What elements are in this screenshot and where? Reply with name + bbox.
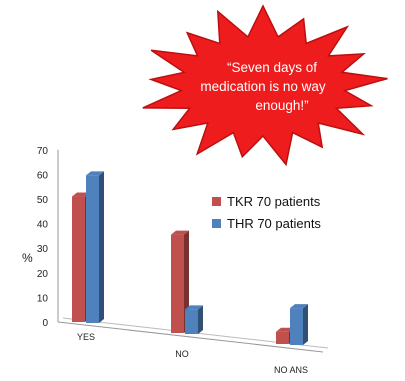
starburst-shape — [142, 4, 388, 167]
y-tick-label: 70 — [37, 146, 49, 157]
y-axis-label: % — [22, 251, 33, 265]
bar-top — [185, 305, 203, 310]
y-tick-label: 20 — [37, 269, 49, 280]
bar-thr-no — [185, 305, 203, 334]
bar-top — [86, 171, 104, 176]
bar-front — [290, 308, 303, 345]
y-axis-ticks: 0 10 20 30 40 50 60 70 — [37, 146, 49, 329]
bar-top — [290, 304, 308, 309]
bar-front — [276, 331, 289, 344]
category-label: NO ANS — [274, 365, 308, 375]
bar-front — [72, 196, 85, 322]
bar-thr-yes — [86, 171, 104, 323]
callout-line-1: “Seven days of — [227, 60, 317, 75]
bar-top — [276, 327, 294, 332]
callout-line-3: enough!” — [255, 98, 308, 113]
x-axis-front-line — [57, 321, 324, 353]
bar-front — [171, 234, 184, 333]
y-tick-label: 40 — [37, 220, 49, 231]
category-label: YES — [77, 332, 95, 342]
callout-line-2: medication is no way — [200, 79, 326, 94]
bar-thr-no-ans — [290, 304, 308, 345]
bar-series — [72, 171, 308, 345]
speech-callout: “Seven days of medication is no way enou… — [142, 4, 388, 167]
bar-front — [86, 175, 99, 323]
bar-side — [198, 305, 203, 334]
bar-side — [99, 171, 104, 323]
y-tick-label: 30 — [37, 244, 49, 255]
y-tick-label: 60 — [37, 170, 49, 181]
bar-top — [72, 192, 90, 197]
category-label: NO — [175, 349, 189, 359]
legend-entry: TKR 70 patients — [227, 194, 321, 209]
legend-entry: THR 70 patients — [227, 216, 321, 231]
legend-swatch — [212, 219, 221, 228]
y-tick-label: 0 — [42, 318, 48, 329]
bar-top — [171, 230, 189, 235]
bar-side — [303, 304, 308, 345]
x-axis-categories: YES NO NO ANS — [77, 332, 308, 375]
legend-swatch — [212, 197, 221, 206]
y-tick-label: 50 — [37, 195, 49, 206]
y-tick-label: 10 — [37, 293, 49, 304]
bar-front — [185, 309, 198, 334]
chart-legend: TKR 70 patients THR 70 patients — [212, 194, 321, 231]
